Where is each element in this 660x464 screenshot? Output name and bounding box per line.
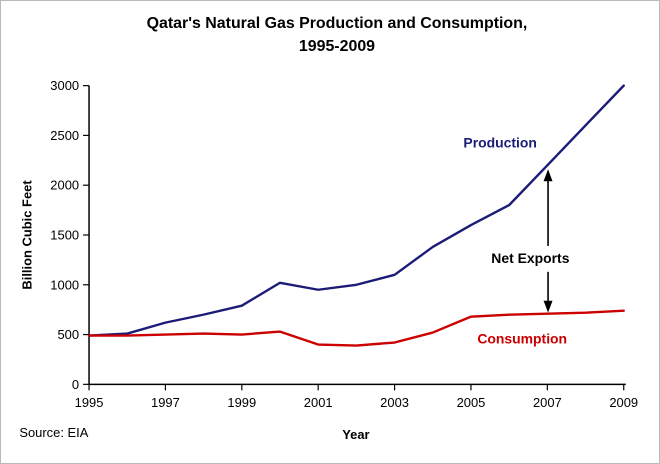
y-axis-label: Billion Cubic Feet <box>19 180 34 290</box>
x-tick-label: 2001 <box>304 395 333 410</box>
production-series-label: Production <box>463 134 536 150</box>
plot-dynamic: 0 500 1000 1500 2000 2500 3000 1995 1997 1999 2001… <box>50 78 638 410</box>
x-tick-label: 1995 <box>75 395 104 410</box>
x-tick-label: 2007 <box>533 395 562 410</box>
y-tick-label: 2000 <box>50 178 79 193</box>
source-note: Source: EIA <box>19 425 88 440</box>
arrowhead-up-icon <box>543 169 553 182</box>
x-tick-label: 2005 <box>457 395 486 410</box>
arrowhead-down-icon <box>543 300 553 313</box>
net-exports-label: Net Exports <box>491 250 569 266</box>
x-tick-label: 2009 <box>609 395 638 410</box>
chart-title-line2: 1995-2009 <box>299 38 375 55</box>
y-tick-label: 0 <box>72 377 79 392</box>
production-line <box>87 84 625 337</box>
y-tick-label: 500 <box>57 327 79 342</box>
x-tick-label: 2003 <box>380 395 409 410</box>
x-tick-label: 1997 <box>151 395 180 410</box>
y-tick-label: 2500 <box>50 128 79 143</box>
x-tick-label: 1999 <box>227 395 256 410</box>
y-tick-label: 1000 <box>50 277 79 292</box>
consumption-line <box>87 309 625 347</box>
consumption-series-label: Consumption <box>477 331 567 347</box>
net-exports-arrow <box>543 169 553 313</box>
chart-title-line1: Qatar's Natural Gas Production and Consu… <box>147 15 528 32</box>
x-axis-label: Year <box>342 427 369 442</box>
y-tick-label: 3000 <box>50 78 79 93</box>
y-tick-label: 1500 <box>50 227 79 242</box>
